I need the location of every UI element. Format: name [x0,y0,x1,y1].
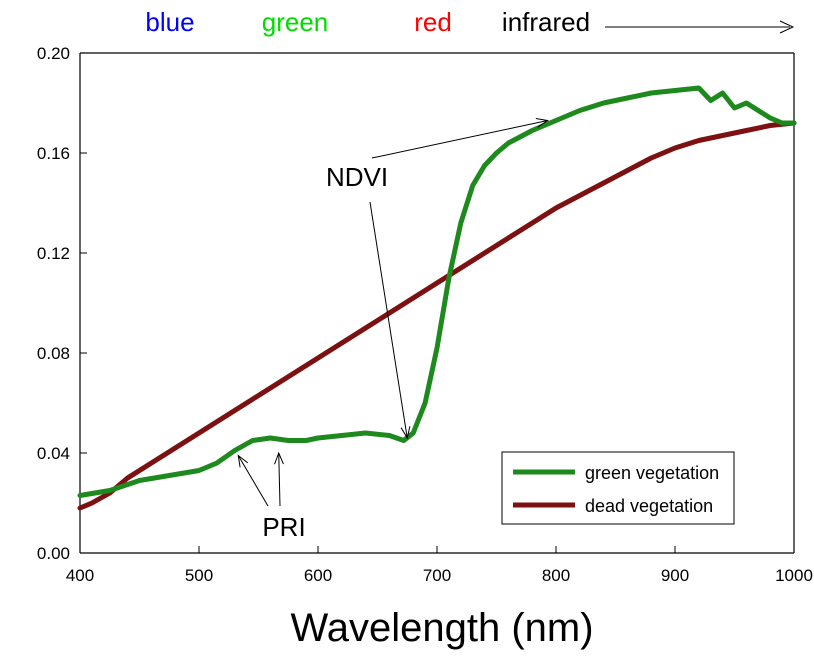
x-tick-label: 700 [423,566,451,585]
infrared-arrow-head [779,20,795,34]
y-tick-label: 0.08 [37,344,70,363]
ndvi-arrow-red-edge-head [400,426,411,440]
x-ticks: 400 500 600 700 800 900 1000 [66,546,813,585]
band-labels: blue green red infrared [145,7,795,37]
series-line-green-vegetation [77,85,797,498]
pri-arrows [237,451,284,507]
y-ticks: 0.00 0.04 0.08 0.12 0.16 0.20 [37,44,87,563]
series-layer [77,85,797,511]
x-tick-label: 400 [66,566,94,585]
ndvi-arrow-red-edge-line [369,201,408,439]
x-tick-label: 600 [304,566,332,585]
band-label-infrared: infrared [502,7,590,37]
pri-arrow-left-line [237,455,269,507]
annotations: NDVI PRI [237,117,549,542]
y-tick-label: 0.00 [37,544,70,563]
ndvi-arrow-infrared-line [371,120,548,159]
y-tick-label: 0.16 [37,144,70,163]
x-tick-label: 900 [661,566,689,585]
legend-label-dead-vegetation: dead vegetation [585,496,713,516]
series-line-dead-vegetation [77,120,797,511]
band-label-green: green [262,7,329,37]
x-tick-label: 1000 [775,566,813,585]
band-label-blue: blue [145,7,194,37]
legend-box [501,451,735,525]
x-tick-label: 500 [185,566,213,585]
y-tick-label: 0.12 [37,244,70,263]
legend: green vegetation dead vegetation [501,451,735,525]
ndvi-arrows [369,117,549,440]
x-axis-title: Wavelength (nm) [290,606,593,650]
annotation-pri: PRI [262,512,305,542]
legend-label-green-vegetation: green vegetation [585,463,719,483]
pri-arrow-left-head [237,454,249,468]
band-label-red: red [414,7,452,37]
y-tick-label: 0.20 [37,44,70,63]
y-tick-label: 0.04 [37,444,70,463]
pri-arrow-right-line [278,452,281,507]
annotation-ndvi: NDVI [326,162,388,192]
x-tick-label: 800 [542,566,570,585]
ndvi-arrow-infrared-head [535,117,549,128]
pri-arrow-right-head [274,451,284,465]
